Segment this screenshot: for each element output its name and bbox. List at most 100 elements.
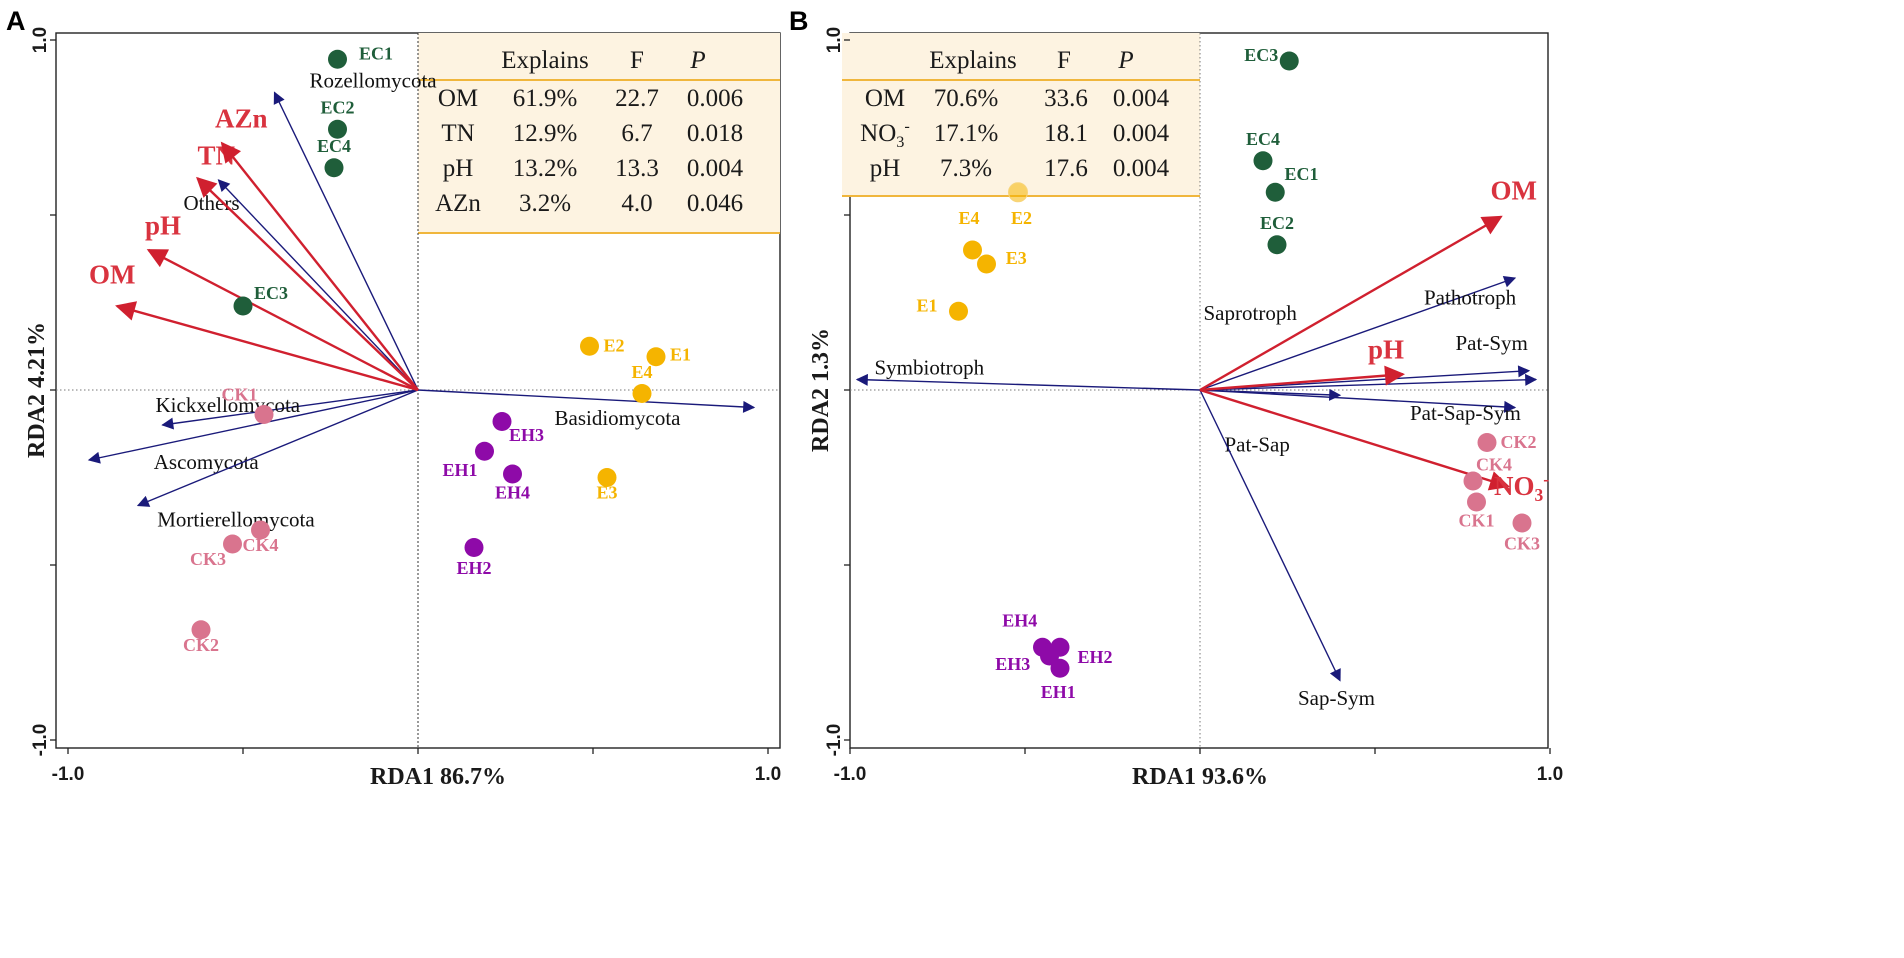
- env-arrow-label: AZn: [215, 104, 268, 134]
- env-arrow: [1199, 215, 1503, 392]
- table-row-explains: 7.3%: [940, 155, 992, 182]
- taxon-arrow: [161, 389, 419, 430]
- env-arrow-label: TN: [198, 140, 236, 170]
- env-arrow: [1199, 388, 1510, 491]
- taxon-arrow: [417, 389, 756, 413]
- sample-point-label: EC4: [317, 136, 351, 156]
- sample-point-label: EH2: [456, 558, 491, 578]
- panel-letter: A: [6, 6, 26, 36]
- sample-point: [1267, 235, 1287, 255]
- x-tick-label: 1.0: [1537, 764, 1563, 785]
- sample-point-label: E4: [958, 208, 979, 228]
- table-header-explains: Explains: [501, 47, 589, 74]
- sample-point: [233, 296, 253, 316]
- sample-point-label: EH4: [1002, 610, 1037, 630]
- table-row-explains: 13.2%: [513, 155, 578, 182]
- y-axis-label: RDA2 1.3%: [808, 328, 834, 452]
- sample-point-label: EC1: [359, 43, 393, 63]
- y-tick-label: -1.0: [824, 724, 845, 757]
- env-arrow: [146, 248, 419, 392]
- sample-point-label: EC1: [1284, 164, 1318, 184]
- table-row-p: 0.046: [687, 190, 743, 217]
- sample-point: [1467, 492, 1486, 512]
- table-row-variable: OM: [865, 85, 905, 112]
- sample-point: [1265, 182, 1285, 202]
- sample-point-label: E2: [1011, 208, 1032, 228]
- table-row-explains: 17.1%: [934, 120, 999, 147]
- sample-point-label: EC3: [1244, 45, 1278, 65]
- taxon-arrow: [855, 373, 1201, 391]
- y-tick-label: 1.0: [824, 27, 845, 53]
- taxon-arrow-label: Pathotroph: [1424, 285, 1517, 309]
- panel-letter: B: [789, 6, 809, 36]
- table-row-f: 17.6: [1044, 155, 1088, 182]
- sample-point-label: CK4: [1476, 455, 1512, 475]
- sample-point: [1008, 182, 1028, 203]
- sample-point: [597, 468, 617, 487]
- sample-point: [1253, 151, 1273, 171]
- taxon-arrow-label: Saprotroph: [1204, 301, 1298, 325]
- table-row-p: 0.004: [1113, 120, 1170, 147]
- sample-point: [492, 412, 512, 431]
- sample-point: [1050, 658, 1070, 678]
- sample-point-label: CK2: [183, 635, 219, 655]
- table-row-f: 33.6: [1044, 85, 1088, 112]
- taxon-arrow: [1199, 275, 1517, 391]
- table-row-explains: 70.6%: [934, 85, 999, 112]
- taxon-arrow-label: Symbiotroph: [875, 355, 985, 379]
- stats-table-bg: [418, 33, 780, 233]
- taxon-arrow-label: Pat-Sap-Sym: [1410, 401, 1521, 425]
- x-axis-label: RDA1 86.7%: [370, 764, 506, 790]
- env-arrow-label: OM: [1491, 175, 1538, 205]
- x-tick-label: 1.0: [755, 764, 781, 785]
- sample-point-label: CK3: [1504, 533, 1540, 553]
- sample-point-label: EH4: [495, 483, 530, 503]
- sample-point-label: EH2: [1077, 647, 1112, 667]
- taxon-arrow: [273, 91, 419, 391]
- table-row-p: 0.004: [1113, 155, 1170, 182]
- table-row-explains: 12.9%: [513, 120, 578, 147]
- sample-point-label: EH3: [995, 654, 1030, 674]
- sample-point: [328, 119, 347, 139]
- sample-point: [251, 520, 270, 540]
- table-row-variable: pH: [870, 155, 901, 182]
- sample-point-label: E1: [670, 344, 691, 364]
- taxon-arrow: [217, 179, 419, 391]
- table-header-f: F: [1057, 47, 1071, 74]
- table-row-p: 0.018: [687, 120, 743, 147]
- y-tick-label: -1.0: [30, 724, 51, 757]
- table-row-explains: 61.9%: [513, 85, 578, 112]
- sample-point-label: E3: [596, 483, 617, 503]
- table-header-explains: Explains: [929, 47, 1017, 74]
- x-axis-label: RDA1 93.6%: [1132, 764, 1268, 790]
- sample-point-label: CK3: [190, 549, 226, 569]
- panel-a: -1.0 1.0 1.0 -1.0 RDA1 86.7% RDA2 4.21% A Expla…: [6, 6, 781, 790]
- taxon-arrow: [1199, 389, 1341, 682]
- taxon-arrow-label: Kickxellomycota: [156, 393, 301, 417]
- sample-point: [191, 620, 211, 640]
- sample-point-label: E2: [603, 336, 624, 356]
- sample-point: [977, 254, 996, 274]
- table-row-p: 0.004: [687, 155, 744, 182]
- env-arrow-label: pH: [1368, 335, 1404, 365]
- table-row-variable: TN: [441, 120, 474, 147]
- table-row-f: 4.0: [621, 190, 652, 217]
- sample-point: [646, 347, 666, 367]
- env-arrow: [1199, 365, 1405, 392]
- env-arrow-label: pH: [145, 210, 181, 240]
- env-arrow: [220, 141, 419, 391]
- sample-point-label: E3: [1006, 248, 1027, 268]
- table-row-variable: pH: [443, 155, 474, 182]
- table-header-p: P: [689, 47, 705, 74]
- sample-point-label: EC4: [1246, 129, 1280, 149]
- sample-point-label: EH1: [1041, 682, 1076, 702]
- sample-point-label: EC2: [320, 98, 354, 118]
- table-row-p: 0.006: [687, 85, 743, 112]
- x-tick-label: -1.0: [834, 764, 867, 785]
- taxon-arrow: [136, 389, 419, 507]
- taxon-arrow: [1199, 388, 1342, 401]
- env-arrow: [115, 301, 419, 392]
- taxon-arrow: [87, 389, 419, 464]
- sample-point-label: E1: [916, 295, 937, 315]
